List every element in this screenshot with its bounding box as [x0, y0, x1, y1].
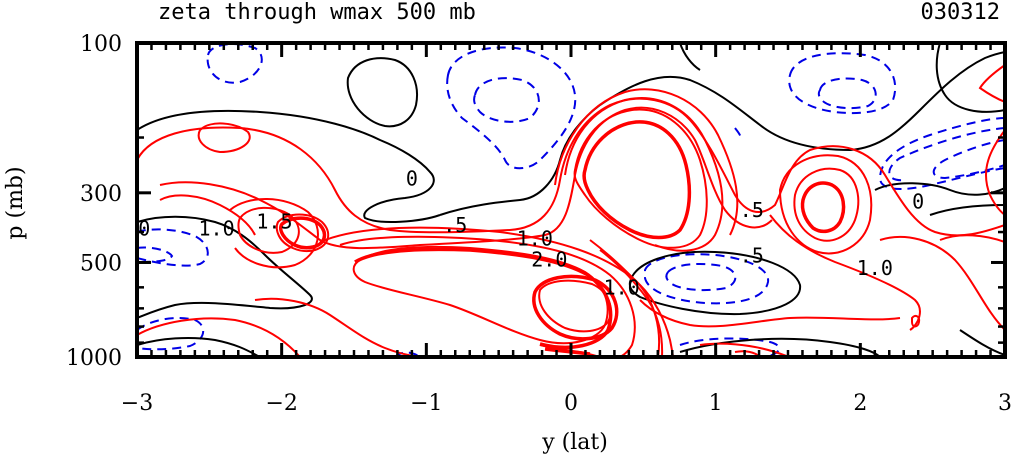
y-axis-label: p (mb) [3, 166, 28, 239]
negative-contour [888, 127, 1005, 182]
contour-label: .5 [740, 198, 764, 222]
negative-contours [137, 43, 1005, 357]
positive-contour [769, 214, 921, 331]
contour-label: 1.5 [256, 209, 292, 233]
positive-contour [911, 314, 921, 328]
zero-contour [346, 57, 418, 128]
positive-contour [800, 181, 846, 234]
positive-contour [582, 120, 692, 240]
zero-contour [679, 43, 701, 71]
y-tick-label: 300 [80, 182, 122, 207]
zero-contour [137, 215, 313, 319]
negative-contour [665, 263, 737, 292]
positive-contour [879, 236, 1005, 331]
contour-label: 1.0 [857, 256, 893, 280]
positive-contour [538, 279, 612, 333]
positive-contour [229, 198, 319, 269]
positive-contour [275, 213, 330, 252]
x-tick-label: −1 [410, 391, 442, 416]
positive-contour [532, 274, 619, 341]
positive-contour [939, 234, 1005, 243]
positive-contour [554, 88, 739, 236]
zero-contour [935, 43, 1005, 113]
zero-contour [137, 336, 261, 357]
zero-contour [929, 204, 1005, 216]
positive-contour [237, 206, 300, 254]
positive-contour [639, 299, 901, 328]
x-tick-label: 3 [998, 391, 1012, 416]
positive-contour [197, 122, 251, 154]
negative-contour [932, 139, 1005, 180]
chart-date-label: 030312 [921, 0, 1000, 25]
negative-contour [788, 52, 897, 115]
positive-contour [278, 216, 327, 250]
contour-label: 0 [138, 217, 150, 241]
contour-label: 0 [912, 190, 924, 214]
zero-contour [137, 109, 441, 223]
positive-contours [137, 64, 1005, 357]
contour-label: 1.0 [199, 217, 235, 241]
y-tick-label: 100 [80, 32, 122, 57]
positive-contour [544, 347, 591, 356]
x-axis-label: y (lat) [541, 430, 608, 455]
positive-contour [254, 297, 421, 357]
x-tick-labels: −3 −2 −1 0 1 2 3 [121, 391, 1012, 416]
positive-contour [354, 247, 613, 350]
negative-contour [734, 127, 742, 141]
y-tick-labels: 100 300 500 1000 [66, 32, 122, 371]
positive-contour [778, 154, 873, 255]
x-tick-label: 0 [564, 391, 578, 416]
contour-label: 1.0 [517, 227, 553, 251]
x-tick-label: 2 [853, 391, 867, 416]
negative-contour [817, 77, 877, 110]
positive-contour [159, 194, 256, 236]
positive-contour [793, 167, 860, 242]
x-tick-label: 1 [709, 391, 723, 416]
axis-ticks [135, 41, 1007, 359]
contour-label: .5 [443, 213, 467, 237]
contour-label: 2.0 [531, 248, 567, 272]
positive-contour [339, 235, 636, 357]
negative-contour [137, 228, 209, 267]
negative-contour [878, 117, 1005, 191]
contour-label: .5 [740, 243, 764, 267]
contour-label: 1.0 [604, 275, 640, 299]
positive-contour [573, 108, 708, 249]
contour-lines [137, 43, 1005, 357]
negative-contour [446, 46, 577, 170]
y-tick-label: 500 [80, 251, 122, 276]
positive-contour [137, 317, 301, 357]
positive-contour [978, 64, 1005, 103]
x-tick-label: −2 [265, 391, 297, 416]
positive-contour [564, 97, 724, 252]
negative-contour [137, 317, 205, 351]
positive-contour [985, 129, 1005, 216]
zero-contour [959, 329, 1005, 356]
zero-contour [628, 250, 802, 316]
y-tick-label: 1000 [66, 346, 122, 371]
contour-labels: 0 1.0 1.50.51.02.01.0.5.501.0 [138, 166, 924, 299]
x-tick-label: −3 [121, 391, 153, 416]
contour-label: 0 [406, 166, 418, 190]
positive-contour [599, 249, 664, 357]
chart-title: zeta through wmax 500 mb [158, 0, 476, 25]
negative-contour [644, 253, 770, 305]
negative-contour [473, 77, 540, 123]
